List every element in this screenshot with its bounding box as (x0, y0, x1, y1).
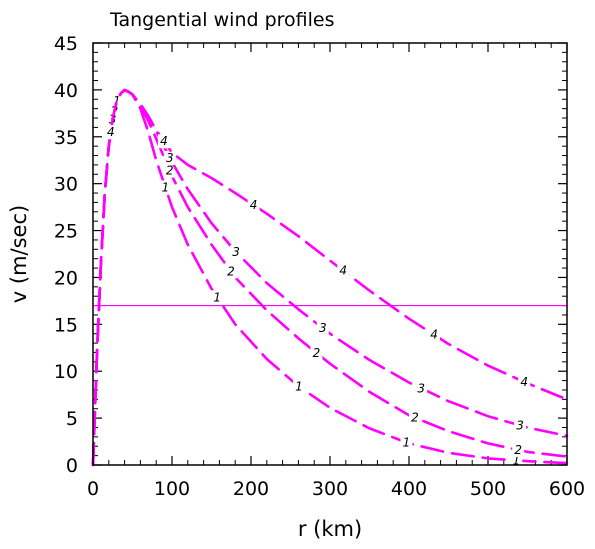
curve-label-bg (159, 180, 172, 195)
y-tick-label-35: 35 (54, 127, 78, 149)
curve-label-bg (104, 125, 117, 140)
curve-label-1: 1 (403, 435, 411, 449)
curve-label-1: 1 (213, 290, 221, 304)
curve-label-bg (514, 418, 527, 433)
curve-label-bg (518, 374, 531, 389)
curve-label-bg (211, 290, 224, 305)
curve-label-1: 1 (162, 180, 170, 194)
curve-label-bg (163, 163, 176, 178)
x-axis-label: r (km) (298, 517, 362, 541)
y-tick-label-15: 15 (54, 314, 78, 336)
x-tick-label-300: 300 (312, 478, 348, 500)
curve-label-bg (163, 150, 176, 165)
curve-label-3: 3 (417, 381, 425, 395)
curve-label-bg (512, 442, 525, 457)
curve-label-bg (247, 198, 260, 213)
curve-label-bg (292, 379, 305, 394)
curve-label-bg (408, 410, 421, 425)
y-tick-label-0: 0 (66, 455, 78, 477)
y-axis-label: v (m/sec) (7, 205, 31, 303)
y-tick-label-5: 5 (66, 408, 78, 430)
y-tick-label-20: 20 (54, 267, 78, 289)
y-tick-label-40: 40 (54, 80, 78, 102)
curve-label-4: 4 (339, 264, 347, 278)
curve-label-2: 2 (514, 443, 522, 457)
y-tick-label-10: 10 (54, 361, 78, 383)
plot-frame (92, 42, 568, 466)
curve-label-2: 2 (166, 164, 174, 178)
curve-label-4: 4 (520, 375, 528, 389)
curve-label-bg (310, 345, 323, 360)
curve-label-bg (224, 264, 237, 279)
curve-label-2: 2 (227, 264, 235, 278)
y-tick-label-45: 45 (54, 33, 78, 55)
curve-label-bg (230, 245, 243, 260)
curve-label-2: 2 (313, 346, 321, 360)
curve-label-3: 3 (319, 321, 327, 335)
curve-label-4: 4 (430, 328, 438, 342)
curve-label-bg (157, 134, 170, 149)
curve-label-bg (400, 435, 413, 450)
x-tick-label-0: 0 (87, 478, 99, 500)
curve-label-bg (510, 453, 523, 468)
curve-label-1: 1 (295, 380, 303, 394)
curve-label-4: 4 (107, 125, 115, 139)
curve-label-1: 1 (113, 94, 121, 108)
curve-label-bg (316, 321, 329, 336)
curve-label-2: 2 (411, 411, 419, 425)
x-tick-label-500: 500 (470, 478, 506, 500)
x-tick-label-200: 200 (233, 478, 269, 500)
y-tick-label-25: 25 (54, 221, 78, 243)
curve-label-bg (415, 381, 428, 396)
curve-label-1: 1 (513, 453, 521, 467)
x-tick-label-100: 100 (154, 478, 190, 500)
curve-label-3: 3 (232, 245, 240, 259)
curve-label-bg (428, 327, 441, 342)
x-tick-label-400: 400 (391, 478, 427, 500)
x-tick-label-600: 600 (549, 478, 585, 500)
curve-label-3: 3 (166, 151, 174, 165)
y-tick-label-30: 30 (54, 174, 78, 196)
curve-label-4: 4 (160, 134, 168, 148)
curve-label-3: 3 (516, 418, 524, 432)
curve-label-4: 4 (250, 198, 258, 212)
chart-title: Tangential wind profiles (109, 9, 335, 31)
curve-label-bg (337, 263, 350, 278)
